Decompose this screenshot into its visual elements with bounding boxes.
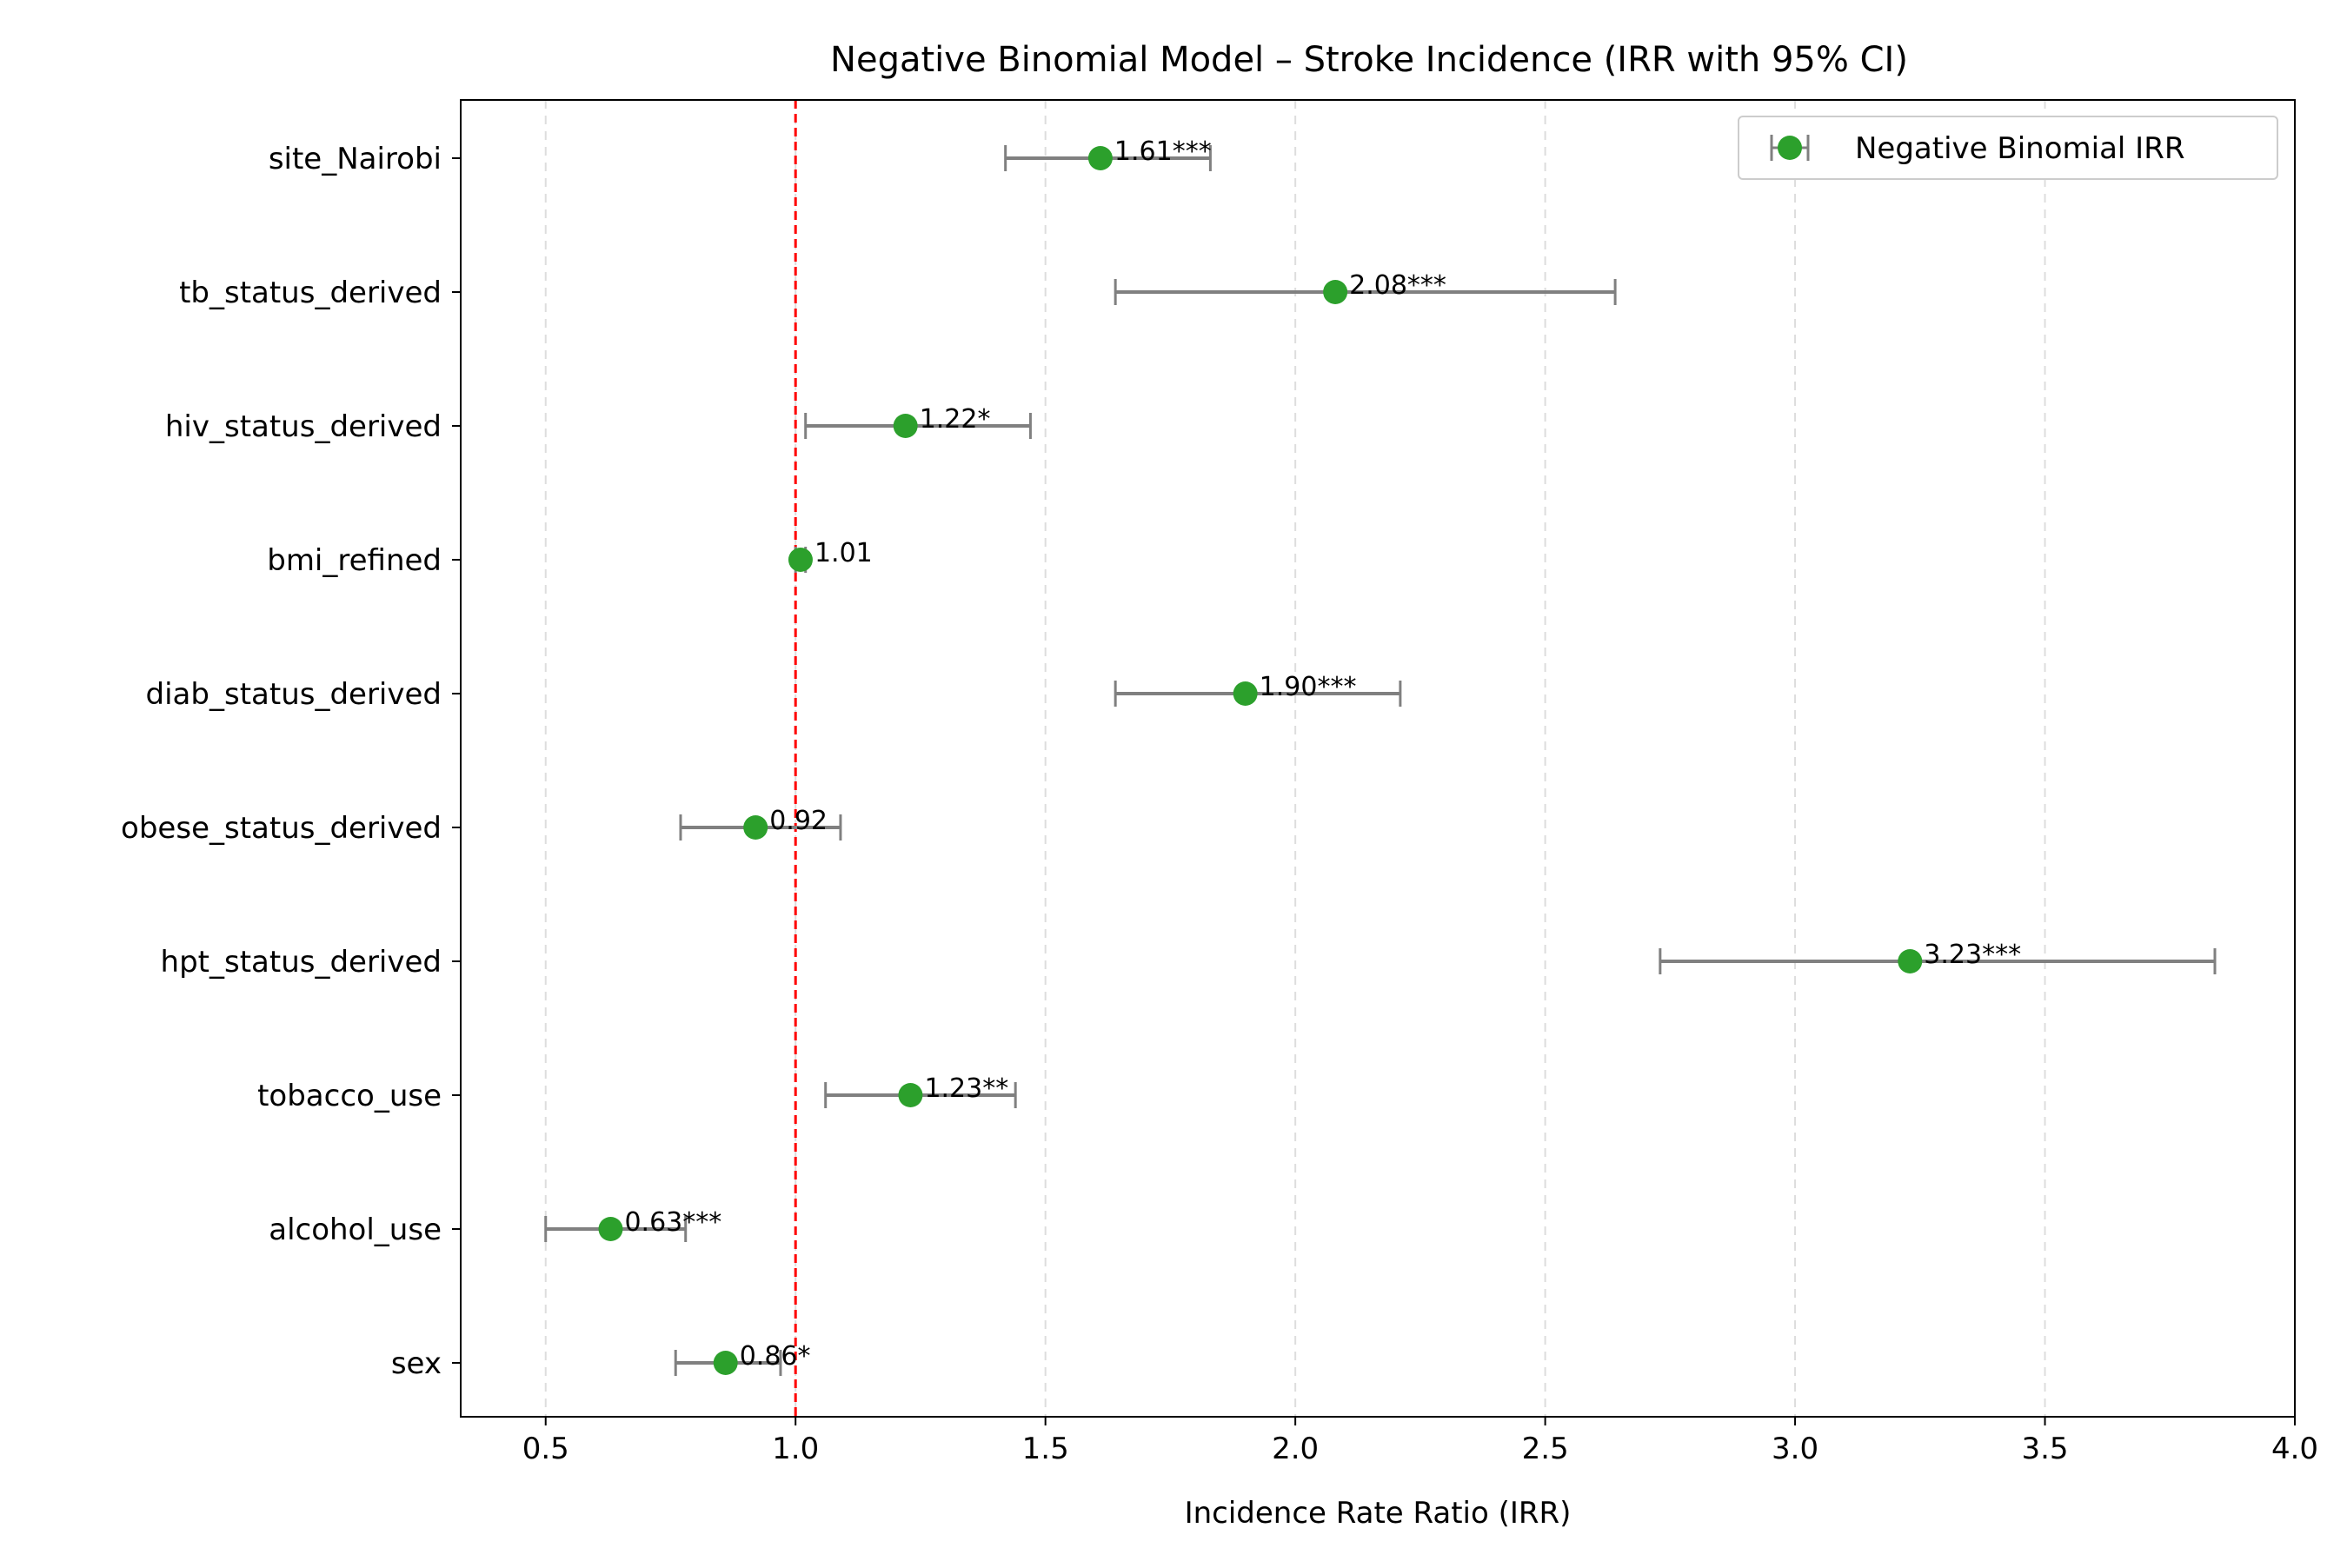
data-label-diab_status_derived: 1.90*** xyxy=(1260,672,1357,702)
data-label-site_Nairobi: 1.61*** xyxy=(1114,136,1212,167)
y-tick-label-tb_status_derived: tb_status_derived xyxy=(179,276,442,310)
x-tick-label-6: 3.5 xyxy=(2021,1432,2068,1466)
x-tick-label-0: 0.5 xyxy=(522,1432,569,1466)
y-tick-label-bmi_refined: bmi_refined xyxy=(267,543,442,578)
data-points xyxy=(598,146,1923,1375)
data-point-bmi_refined xyxy=(788,548,813,572)
data-point-alcohol_use xyxy=(598,1217,623,1241)
y-tick-label-diab_status_derived: diab_status_derived xyxy=(146,677,442,712)
legend-entry-label: Negative Binomial IRR xyxy=(1855,131,2184,166)
data-point-hpt_status_derived xyxy=(1898,949,1923,973)
y-tick-label-tobacco_use: tobacco_use xyxy=(257,1079,442,1113)
data-point-obese_status_derived xyxy=(743,815,768,840)
y-tick-label-hiv_status_derived: hiv_status_derived xyxy=(165,409,442,444)
data-point-tobacco_use xyxy=(898,1083,923,1107)
data-point-hiv_status_derived xyxy=(893,414,918,438)
data-label-hpt_status_derived: 3.23*** xyxy=(1924,940,2021,970)
x-tick-label-5: 3.0 xyxy=(1772,1432,1818,1466)
data-label-alcohol_use: 0.63*** xyxy=(624,1207,721,1238)
x-axis-label: Incidence Rate Ratio (IRR) xyxy=(1185,1496,1572,1531)
data-label-hiv_status_derived: 1.22* xyxy=(920,404,991,435)
x-axis-ticks: 0.5 1.0 1.5 2.0 2.5 3.0 3.5 4.0 xyxy=(522,1417,2318,1466)
x-tick-label-7: 4.0 xyxy=(2271,1432,2318,1466)
x-tick-label-2: 1.5 xyxy=(1022,1432,1069,1466)
gridlines xyxy=(544,100,2046,1417)
y-tick-label-site_Nairobi: site_Nairobi xyxy=(269,142,442,176)
plot-area-frame xyxy=(460,99,2296,1418)
data-point-site_Nairobi xyxy=(1087,146,1113,170)
data-labels: 1.61*** 2.08*** 1.22* 1.01 1.90*** 0.92 3.23**… xyxy=(624,136,2021,1372)
x-tick-label-4: 2.5 xyxy=(1522,1432,1569,1466)
y-tick-label-sex: sex xyxy=(391,1346,442,1381)
x-tick-label-1: 1.0 xyxy=(772,1432,819,1466)
y-tick-label-obese_status_derived: obese_status_derived xyxy=(121,811,442,846)
legend-point-marker xyxy=(1778,136,1802,160)
y-axis-ticks: site_Nairobi tb_status_derived hiv_status_… xyxy=(121,142,461,1381)
data-point-diab_status_derived xyxy=(1233,681,1258,706)
data-label-tobacco_use: 1.23** xyxy=(924,1073,1008,1104)
chart-title: Negative Binomial Model – Stroke Inciden… xyxy=(830,40,1908,80)
data-point-sex xyxy=(713,1351,738,1375)
y-tick-label-hpt_status_derived: hpt_status_derived xyxy=(161,945,442,980)
legend: Negative Binomial IRR xyxy=(1738,116,2278,180)
data-label-sex: 0.86* xyxy=(740,1341,811,1372)
x-tick-label-3: 2.0 xyxy=(1272,1432,1319,1466)
legend-box xyxy=(1738,116,2278,180)
data-label-bmi_refined: 1.01 xyxy=(814,538,873,568)
data-label-tb_status_derived: 2.08*** xyxy=(1349,270,1446,301)
y-tick-label-alcohol_use: alcohol_use xyxy=(269,1213,442,1247)
data-point-tb_status_derived xyxy=(1323,280,1348,304)
data-label-obese_status_derived: 0.92 xyxy=(769,806,828,836)
